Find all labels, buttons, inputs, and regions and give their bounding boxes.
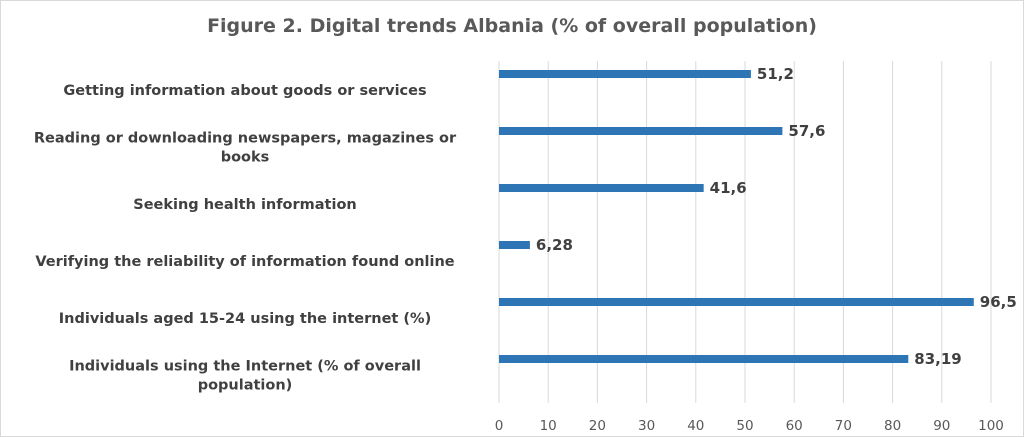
- x-tick-label: 80: [884, 418, 901, 434]
- bar: [499, 127, 783, 135]
- x-tick-label: 100: [978, 418, 1004, 434]
- category-label: Seeking health information: [133, 197, 356, 213]
- category-label: Individuals aged 15-24 using the interne…: [59, 311, 431, 327]
- x-tick-label: 70: [835, 418, 852, 434]
- x-tick-label: 30: [638, 418, 655, 434]
- data-label: 96,5: [980, 293, 1017, 311]
- x-tick-label: 60: [786, 418, 803, 434]
- category-label: Getting information about goods or servi…: [63, 83, 426, 99]
- bar: [499, 184, 704, 192]
- data-label: 57,6: [788, 122, 825, 140]
- x-tick-label: 90: [933, 418, 950, 434]
- category-label: population): [198, 378, 293, 394]
- x-tick-label: 10: [540, 418, 557, 434]
- category-label: Individuals using the Internet (% of ove…: [69, 359, 421, 375]
- category-label: Verifying the reliability of information…: [35, 254, 454, 270]
- data-label: 51,2: [757, 65, 794, 83]
- data-label: 83,19: [914, 350, 961, 368]
- data-label: 6,28: [536, 236, 573, 254]
- bar: [499, 298, 974, 306]
- category-label: Reading or downloading newspapers, magaz…: [34, 131, 457, 147]
- x-tick-label: 20: [589, 418, 606, 434]
- bar: [499, 70, 751, 78]
- x-tick-label: 0: [495, 418, 504, 434]
- x-tick-label: 50: [736, 418, 753, 434]
- category-label: books: [221, 150, 270, 166]
- bar: [499, 241, 530, 249]
- data-label: 41,6: [710, 179, 747, 197]
- chart-title: Figure 2. Digital trends Albania (% of o…: [207, 15, 817, 37]
- x-tick-label: 40: [687, 418, 704, 434]
- bar: [499, 355, 909, 363]
